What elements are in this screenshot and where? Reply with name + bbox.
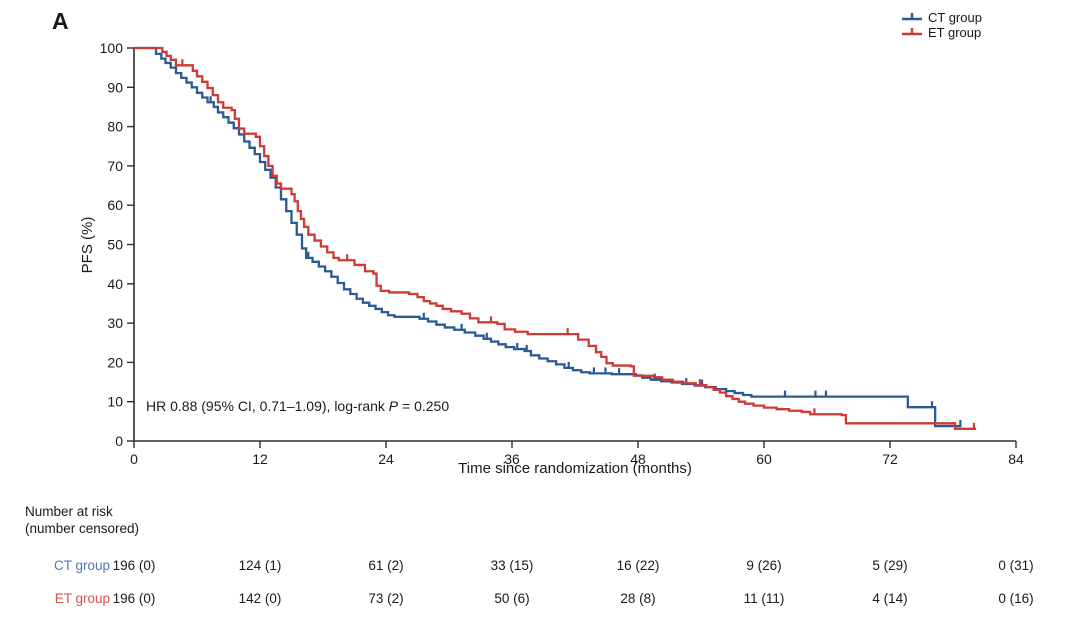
risk-row-label-ct: CT group	[53, 558, 110, 573]
x-tick-label: 0	[130, 451, 138, 467]
y-tick-label: 0	[115, 433, 123, 449]
risk-cell: 50 (6)	[494, 591, 530, 606]
hr-annotation-suffix: = 0.250	[398, 398, 450, 414]
ct-line-marker-icon	[902, 12, 922, 20]
x-tick-label: 12	[252, 451, 268, 467]
x-tick-label: 48	[630, 451, 646, 467]
hr-annotation-prefix: HR 0.88 (95% CI, 0.71–1.09), log-rank	[146, 398, 389, 414]
y-tick-label: 80	[107, 119, 123, 135]
x-tick-label: 24	[378, 451, 394, 467]
risk-cell: 0 (16)	[998, 591, 1034, 606]
risk-row-et: ET group 196 (0) 142 (0) 73 (2) 50 (6) 28 (8…	[0, 591, 1076, 609]
survival-curve-ct	[134, 46, 962, 428]
risk-header-line1: Number at risk	[25, 504, 113, 519]
y-tick-label: 20	[107, 354, 123, 370]
risk-row-ct: CT group 196 (0) 124 (1) 61 (2) 33 (15) 16 (…	[0, 558, 1076, 576]
risk-cell: 73 (2)	[368, 591, 404, 606]
legend-label-et: ET group	[928, 25, 982, 40]
x-tick-label: 84	[1008, 451, 1024, 467]
y-tick-label: 70	[107, 158, 123, 174]
y-axis-label: PFS (%)	[79, 216, 96, 274]
panel-label: A	[52, 8, 69, 34]
hr-annotation-pvalue-symbol: P	[388, 398, 399, 414]
km-plot: Time since randomization (months) 0 10 20 3…	[100, 40, 1024, 477]
legend-entry-ct: CT group	[901, 10, 982, 25]
legend: CT group ET group	[901, 10, 982, 40]
x-tick-label: 36	[504, 451, 520, 467]
risk-cell: 33 (15)	[490, 558, 534, 573]
risk-cell: 4 (14)	[872, 591, 908, 606]
risk-cell: 196 (0)	[112, 591, 156, 606]
risk-cell: 11 (11)	[743, 591, 785, 606]
risk-cell: 0 (31)	[998, 558, 1034, 573]
et-line-marker-icon	[902, 27, 922, 35]
y-tick-label: 40	[107, 276, 123, 292]
risk-cell: 28 (8)	[620, 591, 656, 606]
risk-cell: 124 (1)	[238, 558, 282, 573]
survival-curve-et	[134, 46, 977, 430]
risk-row-label-et: ET group	[54, 591, 110, 606]
risk-cell: 142 (0)	[238, 591, 282, 606]
risk-cell: 5 (29)	[872, 558, 908, 573]
y-tick-label: 90	[107, 79, 123, 95]
x-tick-label: 60	[756, 451, 772, 467]
y-tick-label: 50	[107, 237, 123, 253]
risk-cell: 196 (0)	[112, 558, 156, 573]
y-tick-label: 10	[107, 394, 123, 410]
risk-cell: 9 (26)	[746, 558, 782, 573]
y-tick-label: 100	[100, 40, 124, 56]
risk-header-line2: (number censored)	[25, 521, 140, 536]
x-axis-label: Time since randomization (months)	[458, 460, 692, 477]
risk-cell: 61 (2)	[368, 558, 404, 573]
legend-label-ct: CT group	[928, 10, 982, 25]
x-tick-label: 72	[882, 451, 898, 467]
legend-entry-et: ET group	[901, 25, 982, 40]
risk-table-header: Number at risk (number censored)	[25, 503, 139, 537]
y-tick-label: 30	[107, 315, 123, 331]
y-tick-label: 60	[107, 197, 123, 213]
hr-annotation: HR 0.88 (95% CI, 0.71–1.09), log-rank P …	[146, 398, 449, 414]
risk-cell: 16 (22)	[616, 558, 660, 573]
